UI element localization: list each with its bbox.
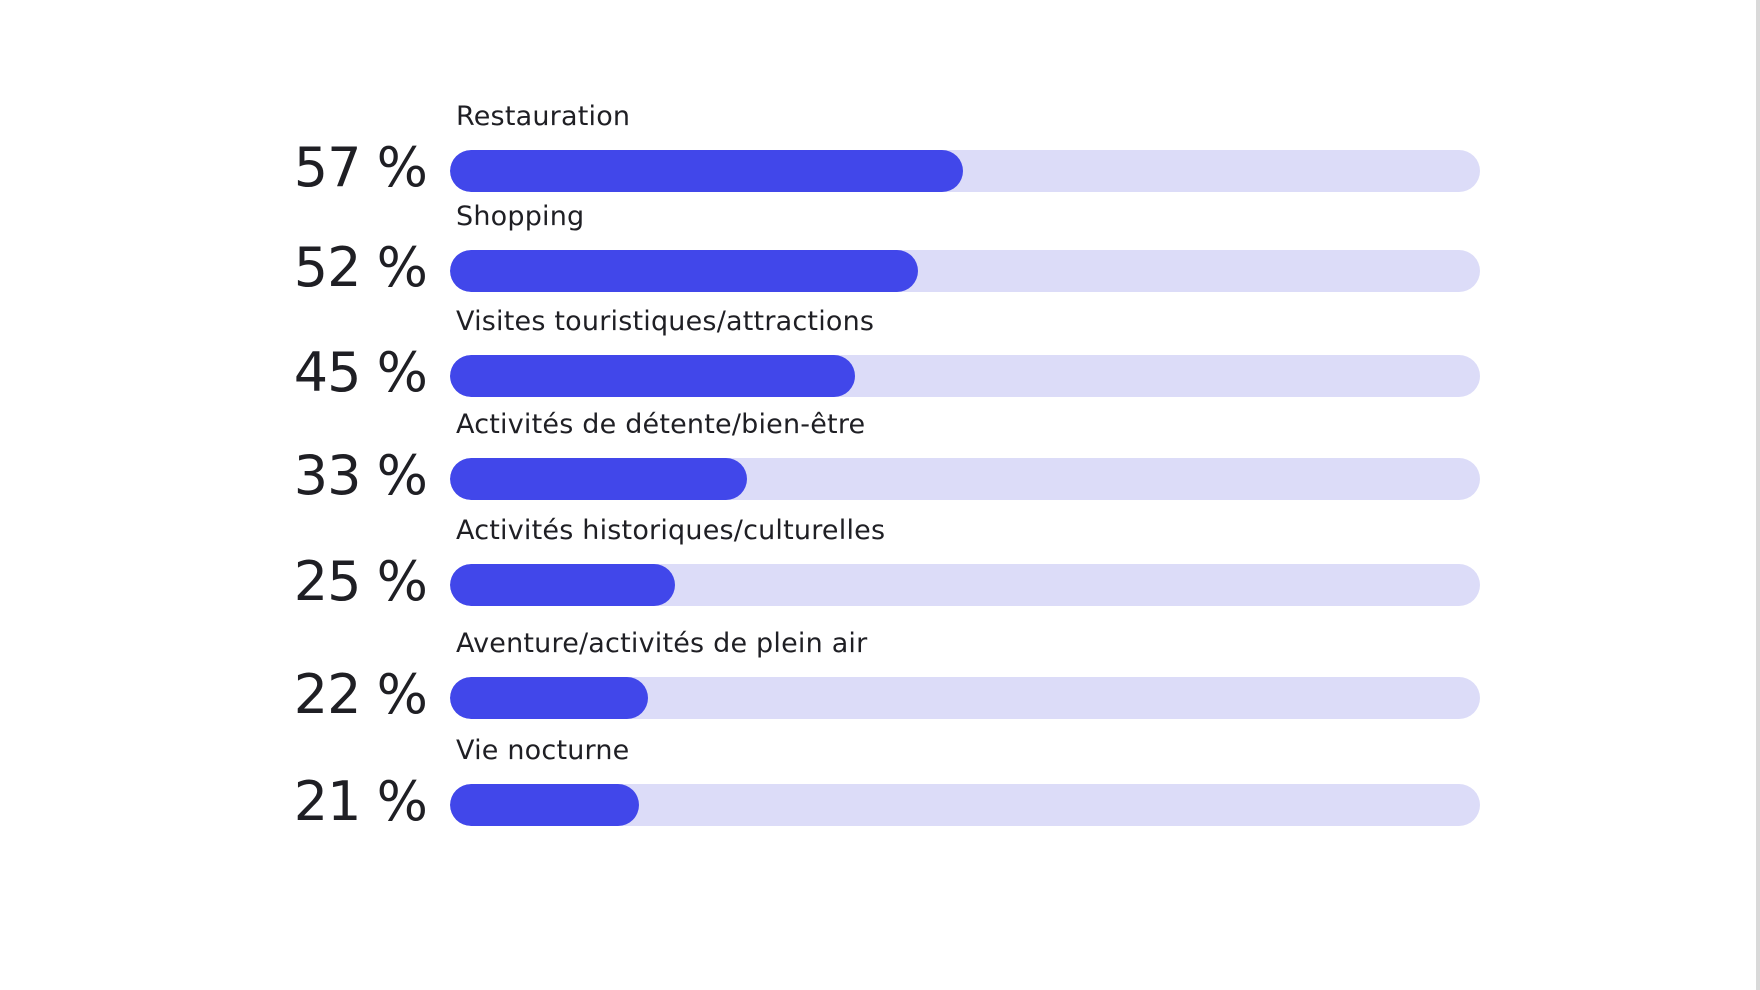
category-label: Activités de détente/bien-être: [456, 409, 866, 440]
bar-track: [450, 458, 1480, 500]
bar-track: [450, 150, 1480, 192]
value-label: 25 %: [293, 550, 428, 613]
bar-fill: [450, 677, 648, 719]
bar-fill: [450, 784, 639, 826]
bar-track: [450, 250, 1480, 292]
bar-row: Vie nocturne 21 %: [0, 734, 1760, 834]
bar-row: Visites touristiques/attractions 45 %: [0, 305, 1760, 405]
value-label: 52 %: [293, 236, 428, 299]
category-label: Visites touristiques/attractions: [456, 306, 875, 337]
bar-row: Shopping 52 %: [0, 200, 1760, 300]
bar-fill: [450, 564, 675, 606]
bar-row: Activités de détente/bien-être 33 %: [0, 408, 1760, 508]
right-edge-divider: [1756, 0, 1760, 990]
value-label: 21 %: [293, 770, 428, 833]
value-label: 57 %: [293, 136, 428, 199]
value-label: 22 %: [293, 663, 428, 726]
category-label: Shopping: [456, 201, 585, 232]
bar-fill: [450, 355, 855, 397]
bar-track: [450, 784, 1480, 826]
bar-fill: [450, 458, 747, 500]
category-label: Vie nocturne: [456, 735, 630, 766]
bar-row: Activités historiques/culturelles 25 %: [0, 514, 1760, 614]
bar-fill: [450, 150, 963, 192]
bar-track: [450, 564, 1480, 606]
bar-fill: [450, 250, 918, 292]
bar-row: Aventure/activités de plein air 22 %: [0, 627, 1760, 727]
category-label: Activités historiques/culturelles: [456, 515, 886, 546]
bar-track: [450, 355, 1480, 397]
value-label: 45 %: [293, 341, 428, 404]
bar-row: Restauration 57 %: [0, 100, 1760, 200]
value-label: 33 %: [293, 444, 428, 507]
bar-track: [450, 677, 1480, 719]
category-label: Restauration: [456, 101, 631, 132]
category-label: Aventure/activités de plein air: [456, 628, 868, 659]
